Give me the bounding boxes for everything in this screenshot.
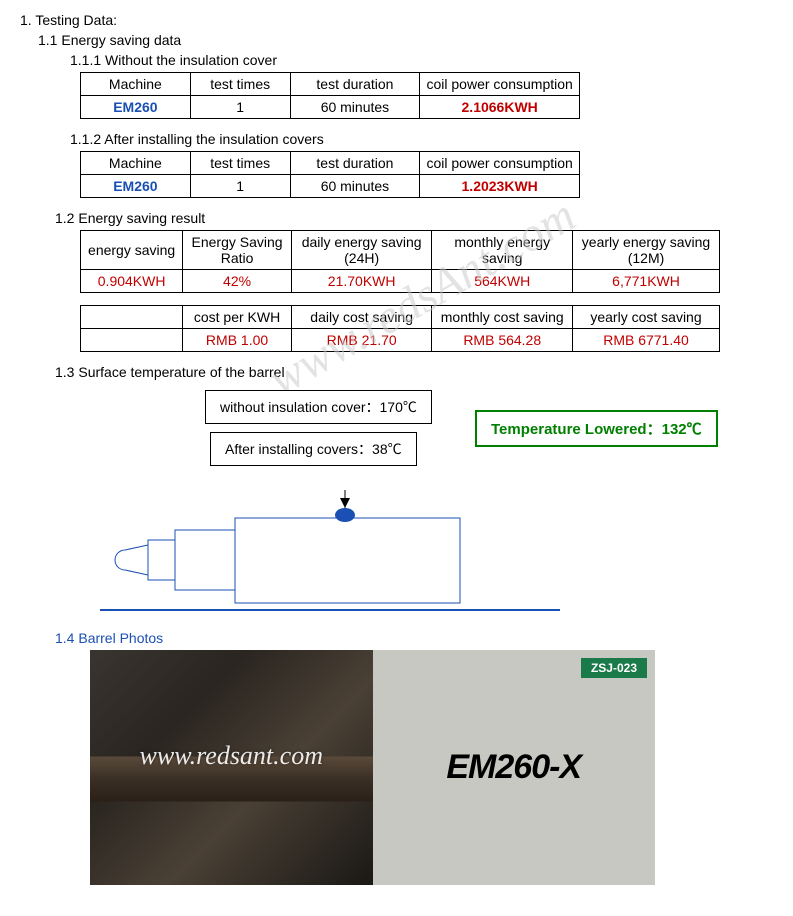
- th: energy saving: [81, 231, 183, 270]
- barrel-svg: [80, 490, 560, 620]
- td: 21.70KWH: [291, 270, 432, 293]
- td: [81, 329, 183, 352]
- barrel-photos: www.redsant.com ZSJ-023 EM260-X: [90, 650, 655, 885]
- td-machine: EM260: [81, 175, 191, 198]
- td-power: 1.2023KWH: [420, 175, 580, 198]
- td-duration: 60 minutes: [290, 175, 420, 198]
- th: Energy Saving Ratio: [183, 231, 292, 270]
- th: daily cost saving: [291, 306, 432, 329]
- td: RMB 564.28: [432, 329, 573, 352]
- label-after-cover: After installing covers：38℃: [210, 432, 417, 466]
- th-power: coil power consumption: [420, 152, 580, 175]
- photo-watermark: www.redsant.com: [140, 741, 323, 771]
- td-times: 1: [190, 96, 290, 119]
- td-machine: EM260: [81, 96, 191, 119]
- heading-1-2: 1.2 Energy saving result: [55, 210, 773, 226]
- th: [81, 306, 183, 329]
- heading-1-4: 1.4 Barrel Photos: [55, 630, 773, 646]
- th-power: coil power consumption: [420, 73, 580, 96]
- th-machine: Machine: [81, 152, 191, 175]
- th: daily energy saving (24H): [291, 231, 432, 270]
- th-times: test times: [190, 73, 290, 96]
- td: RMB 21.70: [291, 329, 432, 352]
- td-duration: 60 minutes: [290, 96, 420, 119]
- table-cost-result: cost per KWH daily cost saving monthly c…: [80, 305, 720, 352]
- td: RMB 1.00: [183, 329, 292, 352]
- label-temp-lowered: Temperature Lowered：132℃: [475, 410, 718, 447]
- th: yearly cost saving: [573, 306, 720, 329]
- th: cost per KWH: [183, 306, 292, 329]
- th-duration: test duration: [290, 152, 420, 175]
- th: monthly energy saving: [432, 231, 573, 270]
- heading-1-1-1: 1.1.1 Without the insulation cover: [70, 52, 773, 68]
- th-duration: test duration: [290, 73, 420, 96]
- td: 42%: [183, 270, 292, 293]
- heading-1-1-2: 1.1.2 After installing the insulation co…: [70, 131, 773, 147]
- table-energy-result: energy saving Energy Saving Ratio daily …: [80, 230, 720, 293]
- zsj-badge: ZSJ-023: [581, 658, 647, 678]
- heading-1-3: 1.3 Surface temperature of the barrel: [55, 364, 773, 380]
- barrel-diagram: without insulation cover：170℃ After inst…: [80, 390, 773, 620]
- td: 564KWH: [432, 270, 573, 293]
- th: yearly energy saving (12M): [573, 231, 720, 270]
- table-without-cover: Machine test times test duration coil po…: [80, 72, 580, 119]
- photo-left: www.redsant.com: [90, 650, 373, 885]
- th: monthly cost saving: [432, 306, 573, 329]
- td: 0.904KWH: [81, 270, 183, 293]
- td: RMB 6771.40: [573, 329, 720, 352]
- td: 6,771KWH: [573, 270, 720, 293]
- td-power: 2.1066KWH: [420, 96, 580, 119]
- td-times: 1: [190, 175, 290, 198]
- th-times: test times: [190, 152, 290, 175]
- heading-1-1: 1.1 Energy saving data: [38, 32, 773, 48]
- label-without-cover: without insulation cover：170℃: [205, 390, 432, 424]
- table-with-cover: Machine test times test duration coil po…: [80, 151, 580, 198]
- heading-1: 1. Testing Data:: [20, 12, 773, 28]
- photo-right: ZSJ-023 EM260-X: [373, 650, 656, 885]
- th-machine: Machine: [81, 73, 191, 96]
- em-machine-label: EM260-X: [446, 748, 581, 787]
